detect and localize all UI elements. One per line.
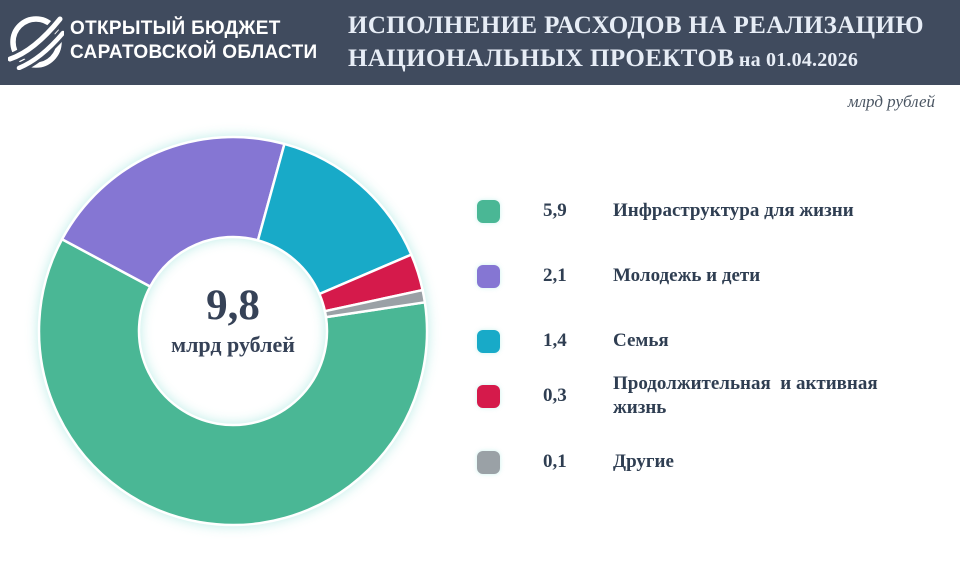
legend-item-1: 2,1 Молодежь и дети	[477, 264, 927, 288]
donut-slice-1	[60, 135, 286, 288]
legend-item-0: 5,9 Инфраструктура для жизни	[477, 199, 927, 223]
donut-slice-2	[256, 142, 413, 296]
chart-legend: 5,9 Инфраструктура для жизни 2,1 Молодежь и…	[477, 199, 927, 474]
page-title-line1: ИСПОЛНЕНИЕ РАСХОДОВ НА РЕАЛИЗАЦИЮ	[348, 12, 924, 39]
legend-swatch-icon	[477, 199, 500, 223]
legend-item-3: 0,3 Продолжительная и активная жизнь	[477, 372, 927, 420]
legend-value: 5,9	[543, 200, 567, 221]
legend-label: Инфраструктура для жизни	[613, 200, 854, 221]
open-budget-logo-icon	[8, 14, 64, 70]
logo-text-line1: ОТКРЫТЫЙ БЮДЖЕТ	[70, 18, 281, 39]
legend-value: 0,3	[543, 385, 567, 406]
legend-label: Продолжительная и активная жизнь	[613, 373, 883, 418]
donut-chart	[37, 135, 429, 527]
legend-value: 2,1	[543, 265, 567, 286]
page-title: ИСПОЛНЕНИЕ РАСХОДОВ НА РЕАЛИЗАЦИЮ НАЦИОН…	[348, 9, 924, 78]
logo-text-line2: САРАТОВСКОЙ ОБЛАСТИ	[70, 42, 318, 63]
legend-label: Молодежь и дети	[613, 265, 761, 286]
logo-text: ОТКРЫТЫЙ БЮДЖЕТ САРАТОВСКОЙ ОБЛАСТИ	[70, 17, 317, 65]
page-title-date: на 01.04.2026	[738, 49, 859, 71]
donut-slice-0	[37, 237, 429, 527]
legend-value: 1,4	[543, 330, 567, 351]
legend-item-4: 0,1 Другие	[477, 450, 927, 474]
header-bar: ОТКРЫТЫЙ БЮДЖЕТ САРАТОВСКОЙ ОБЛАСТИ ИСПО…	[0, 0, 960, 85]
legend-label: Семья	[613, 330, 669, 351]
legend-swatch-icon	[477, 329, 500, 353]
legend-swatch-icon	[477, 264, 500, 288]
legend-item-2: 1,4 Семья	[477, 329, 927, 353]
page-title-line2: НАЦИОНАЛЬНЫХ ПРОЕКТОВ	[348, 45, 735, 72]
legend-value: 0,1	[543, 451, 567, 472]
units-note: млрд рублей	[847, 92, 935, 111]
legend-swatch-icon	[477, 450, 500, 474]
donut-slice-4	[323, 288, 427, 319]
legend-label: Другие	[613, 451, 674, 472]
legend-swatch-icon	[477, 384, 500, 408]
